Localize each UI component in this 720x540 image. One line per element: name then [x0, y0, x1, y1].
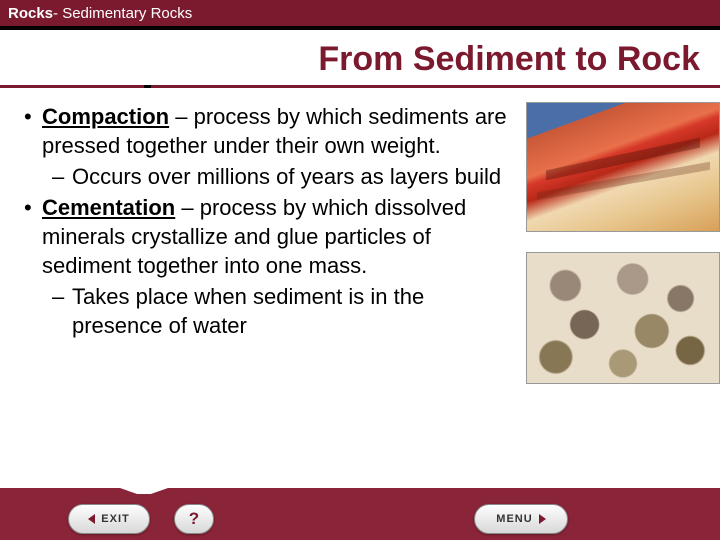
help-label: ?: [189, 509, 199, 529]
sub-bullet-text: Takes place when sediment is in the pres…: [72, 282, 518, 340]
header-bar: Rocks - Sedimentary Rocks: [0, 0, 720, 26]
bullet-item: • Compaction – process by which sediment…: [24, 102, 518, 160]
content-area: • Compaction – process by which sediment…: [0, 88, 720, 404]
footer-bar: EXIT ? MENU: [0, 488, 720, 540]
image-column: [518, 102, 720, 404]
sub-bullet: – Occurs over millions of years as layer…: [24, 162, 518, 191]
bullet-marker: •: [24, 102, 42, 160]
sub-bullet-text: Occurs over millions of years as layers …: [72, 162, 501, 191]
footer-decoration: [0, 488, 720, 502]
header-title-rest: - Sedimentary Rocks: [53, 5, 192, 22]
dash-marker: –: [52, 162, 72, 191]
term-cementation: Cementation: [42, 195, 175, 220]
menu-label: MENU: [496, 513, 532, 525]
text-column: • Compaction – process by which sediment…: [24, 102, 518, 404]
image-conglomerate-rock: [526, 252, 720, 384]
help-button[interactable]: ?: [174, 504, 214, 534]
exit-label: EXIT: [101, 513, 129, 525]
menu-button[interactable]: MENU: [474, 504, 568, 534]
bullet-text: Cementation – process by which dissolved…: [42, 193, 518, 280]
sub-bullet: – Takes place when sediment is in the pr…: [24, 282, 518, 340]
bullet-text: Compaction – process by which sediments …: [42, 102, 518, 160]
page-title: From Sediment to Rock: [0, 40, 700, 79]
bullet-item: • Cementation – process by which dissolv…: [24, 193, 518, 280]
image-sandstone-layers: [526, 102, 720, 232]
header-title-bold: Rocks: [8, 5, 53, 22]
term-compaction: Compaction: [42, 104, 169, 129]
exit-button[interactable]: EXIT: [68, 504, 150, 534]
title-area: From Sediment to Rock: [0, 30, 720, 85]
bullet-marker: •: [24, 193, 42, 280]
dash-marker: –: [52, 282, 72, 340]
